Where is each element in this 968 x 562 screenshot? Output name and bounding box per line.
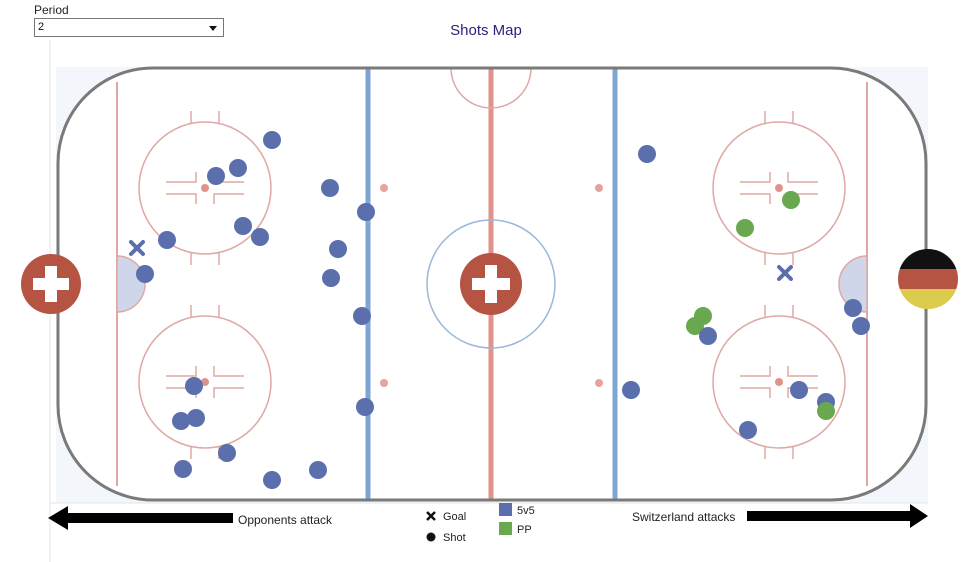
legend-goal-marker <box>426 511 436 521</box>
shot-marker <box>790 381 808 399</box>
data-points <box>129 131 870 489</box>
faceoff-circle-bottom-left <box>138 305 272 459</box>
shot-marker <box>782 191 800 209</box>
legend-5v5-swatch <box>499 503 512 516</box>
legend-shot-label: Shot <box>443 532 466 544</box>
legend-pp-swatch <box>499 522 512 535</box>
period-filter-label: Period <box>34 3 69 17</box>
legend-pp-label: PP <box>517 524 532 536</box>
legend-5v5-label: 5v5 <box>517 505 535 517</box>
center-circle <box>426 219 556 349</box>
legend-shot-marker <box>426 532 436 542</box>
neutral-dot <box>595 379 603 387</box>
shot-marker <box>174 460 192 478</box>
shot-marker <box>852 317 870 335</box>
shot-marker <box>172 412 190 430</box>
shot-marker <box>699 327 717 345</box>
shot-marker <box>263 131 281 149</box>
chevron-down-icon <box>209 26 217 31</box>
shot-marker <box>229 159 247 177</box>
shot-marker <box>322 269 340 287</box>
neutral-dot <box>595 184 603 192</box>
right-attack-arrow <box>747 504 928 528</box>
shot-marker <box>263 471 281 489</box>
faceoff-circle-top-left <box>138 111 272 265</box>
shot-marker <box>251 228 269 246</box>
neutral-dot <box>380 379 388 387</box>
goal-marker <box>777 265 793 281</box>
goal-marker <box>129 240 145 256</box>
left-attack-label: Opponents attack <box>238 513 333 527</box>
germany-flag-icon <box>898 249 958 309</box>
shot-marker <box>309 461 327 479</box>
shot-marker <box>622 381 640 399</box>
faceoff-circle-top-right <box>712 111 846 265</box>
shot-marker <box>353 307 371 325</box>
shot-marker <box>739 421 757 439</box>
swiss-cross-icon <box>460 253 522 315</box>
right-attack-label: Switzerland attacks <box>632 510 736 524</box>
left-attack-arrow <box>48 506 233 530</box>
swiss-cross-icon <box>21 254 81 314</box>
referee-crease <box>450 67 532 109</box>
shot-marker <box>185 377 203 395</box>
period-select[interactable]: 2 <box>34 18 224 37</box>
period-select-value: 2 <box>38 21 45 33</box>
shot-marker <box>234 217 252 235</box>
shot-marker <box>158 231 176 249</box>
shot-marker <box>736 219 754 237</box>
shot-marker <box>817 402 835 420</box>
shot-marker <box>187 409 205 427</box>
chart-title: Shots Map <box>450 22 522 39</box>
shot-marker <box>207 167 225 185</box>
neutral-dot <box>380 184 388 192</box>
faceoff-circle-bottom-right <box>712 305 846 459</box>
shot-marker <box>638 145 656 163</box>
shot-marker <box>329 240 347 258</box>
shot-marker <box>686 317 704 335</box>
legend-goal-label: Goal <box>443 511 467 523</box>
shot-marker <box>844 299 862 317</box>
shot-marker <box>321 179 339 197</box>
shot-marker <box>357 203 375 221</box>
shot-marker <box>356 398 374 416</box>
shot-marker <box>218 444 236 462</box>
shot-marker <box>136 265 154 283</box>
